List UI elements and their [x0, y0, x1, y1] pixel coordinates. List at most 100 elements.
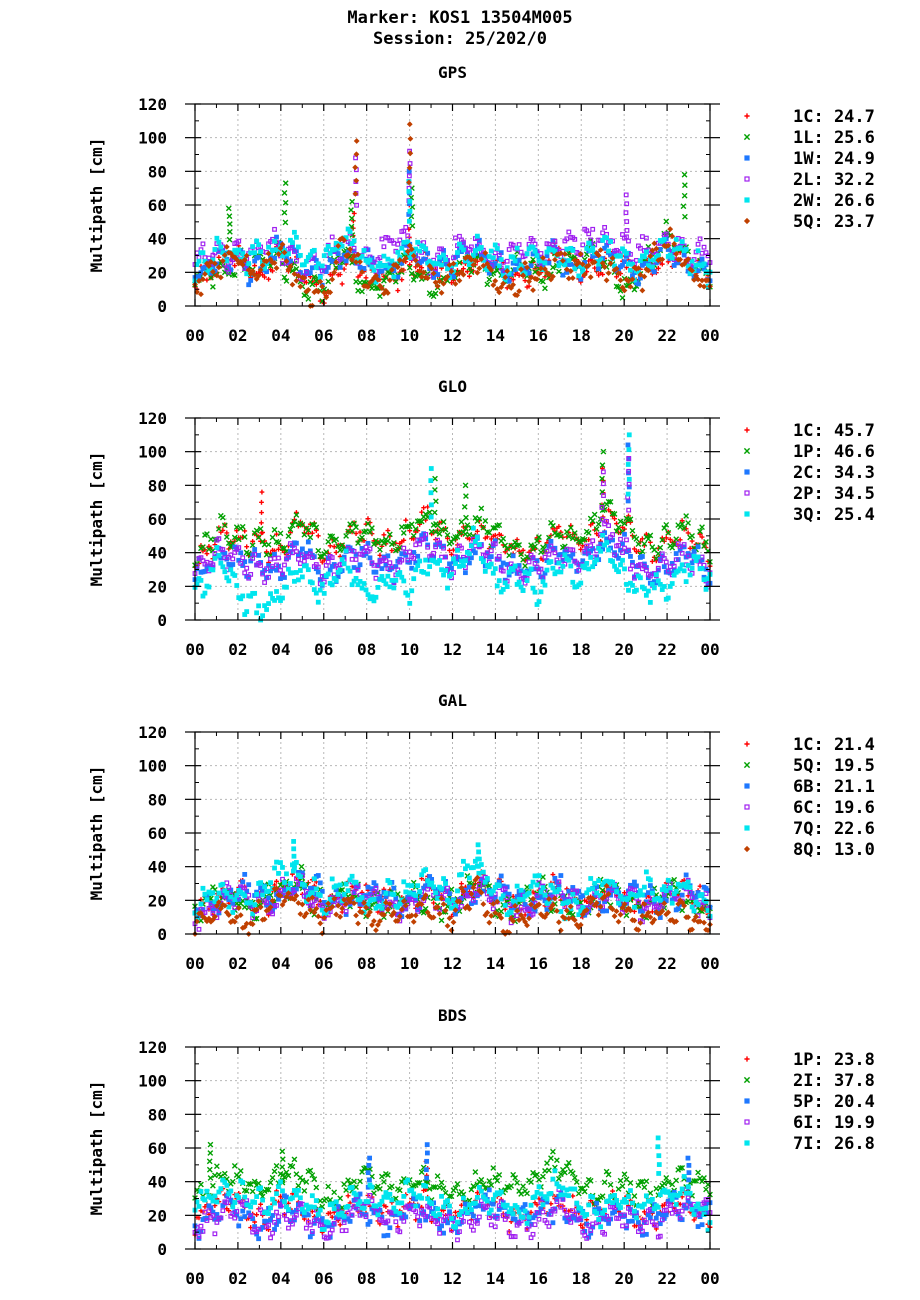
legend-label: 2L: 32.2 [793, 170, 875, 190]
legend-label: 2P: 34.5 [793, 484, 875, 504]
y-tick-label: 0 [157, 925, 167, 944]
x-tick-label: 02 [228, 640, 247, 659]
legend-item-5q: 5Q: 19.5 [743, 756, 875, 776]
x-tick-label: 22 [657, 954, 676, 973]
y-tick-label: 120 [138, 723, 167, 742]
legend-item-8q: 8Q: 13.0 [743, 840, 875, 860]
legend-gal: 1C: 21.45Q: 19.56B: 21.16C: 19.67Q: 22.6… [743, 735, 875, 860]
legend-item-1p: 1P: 23.8 [744, 1050, 875, 1070]
x-tick-label: 08 [357, 640, 376, 659]
session-title: Session: 25/202/0 [373, 29, 547, 49]
y-tick-label: 40 [148, 544, 167, 563]
x-tick-label: 00 [700, 1269, 719, 1288]
panel-title-gps: GPS [438, 63, 467, 82]
legend-item-6i: 6I: 19.9 [744, 1113, 875, 1133]
x-tick-label: 04 [271, 326, 290, 345]
legend-label: 2W: 26.6 [793, 191, 875, 211]
x-tick-label: 16 [529, 640, 548, 659]
x-tick-label: 22 [657, 640, 676, 659]
legend-label: 1P: 46.6 [793, 442, 875, 462]
legend-item-5p: 5P: 20.4 [744, 1092, 875, 1112]
x-tick-label: 14 [486, 954, 505, 973]
ticks-glo: 00 02 04 06 08 10 12 14 16 18 20 22 0002040608010012… [138, 409, 720, 659]
figure-title: Marker: KOS1 13504M005 Session: 25/202/0 [0, 8, 920, 50]
legend-label: 7Q: 22.6 [793, 819, 875, 839]
x-tick-label: 06 [314, 954, 333, 973]
x-tick-label: 20 [615, 640, 634, 659]
y-tick-label: 20 [148, 1206, 167, 1225]
x-tick-label: 18 [572, 1269, 591, 1288]
x-tick-label: 00 [700, 326, 719, 345]
legend-label: 8Q: 13.0 [793, 840, 875, 860]
x-tick-label: 18 [572, 640, 591, 659]
x-tick-label: 16 [529, 326, 548, 345]
y-tick-label: 0 [157, 297, 167, 316]
legend-item-1l: 1L: 25.6 [743, 128, 875, 148]
x-tick-label: 00 [185, 1269, 204, 1288]
legend-label: 1C: 24.7 [793, 107, 875, 127]
x-tick-label: 20 [615, 1269, 634, 1288]
x-tick-label: 06 [314, 326, 333, 345]
legend-label: 6B: 21.1 [793, 777, 875, 797]
series-gps-5q [192, 121, 713, 309]
legend-item-1c: 1C: 24.7 [744, 107, 875, 127]
legend-label: 1W: 24.9 [793, 149, 875, 169]
x-tick-label: 14 [486, 326, 505, 345]
series-bds-7i [192, 1135, 713, 1233]
y-tick-label: 100 [138, 757, 167, 776]
y-tick-label: 60 [148, 1139, 167, 1158]
x-tick-label: 04 [271, 1269, 290, 1288]
x-tick-label: 04 [271, 954, 290, 973]
legend-item-2i: 2I: 37.8 [743, 1071, 875, 1091]
legend-item-1p: 1P: 46.6 [743, 442, 875, 462]
x-tick-label: 00 [185, 326, 204, 345]
y-tick-label: 60 [148, 824, 167, 843]
panel-title-bds: BDS [438, 1006, 467, 1025]
legend-label: 6C: 19.6 [793, 798, 875, 818]
legend-label: 3Q: 25.4 [793, 505, 875, 525]
y-tick-label: 60 [148, 196, 167, 215]
legend-glo: 1C: 45.71P: 46.62C: 34.32P: 34.53Q: 25.4 [743, 421, 875, 525]
legend-label: 5Q: 19.5 [793, 756, 875, 776]
legend-label: 2I: 37.8 [793, 1071, 875, 1091]
legend-item-2w: 2W: 26.6 [744, 191, 875, 211]
x-tick-label: 20 [615, 326, 634, 345]
legend-item-6c: 6C: 19.6 [744, 798, 875, 818]
x-tick-label: 00 [700, 954, 719, 973]
x-tick-label: 00 [185, 640, 204, 659]
y-tick-label: 0 [157, 1240, 167, 1259]
x-tick-label: 12 [443, 640, 462, 659]
x-tick-label: 14 [486, 1269, 505, 1288]
y-tick-label: 20 [148, 891, 167, 910]
legend-label: 7I: 26.8 [793, 1134, 875, 1154]
y-tick-label: 80 [148, 790, 167, 809]
x-tick-label: 20 [615, 954, 634, 973]
legend-item-1c: 1C: 21.4 [744, 735, 875, 755]
legend-label: 1C: 21.4 [793, 735, 875, 755]
x-tick-label: 08 [357, 326, 376, 345]
y-tick-label: 20 [148, 577, 167, 596]
x-tick-label: 04 [271, 640, 290, 659]
y-tick-label: 120 [138, 1038, 167, 1057]
y-axis-label-gal: Multipath [cm] [87, 766, 106, 901]
x-tick-label: 12 [443, 1269, 462, 1288]
y-axis-label-bds: Multipath [cm] [87, 1081, 106, 1216]
y-axis-label-glo: Multipath [cm] [87, 452, 106, 587]
series-gal-8q [192, 874, 713, 937]
legend-label: 6I: 19.9 [793, 1113, 875, 1133]
x-tick-label: 06 [314, 640, 333, 659]
series-gal-7q [192, 839, 713, 922]
y-tick-label: 120 [138, 95, 167, 114]
legend-item-7q: 7Q: 22.6 [744, 819, 875, 839]
x-tick-label: 16 [529, 954, 548, 973]
x-tick-label: 12 [443, 326, 462, 345]
legend-item-3q: 3Q: 25.4 [744, 505, 875, 525]
y-tick-label: 0 [157, 611, 167, 630]
legend-label: 5P: 20.4 [793, 1092, 875, 1112]
legend-label: 1L: 25.6 [793, 128, 875, 148]
x-tick-label: 14 [486, 640, 505, 659]
legend-label: 1C: 45.7 [793, 421, 875, 441]
